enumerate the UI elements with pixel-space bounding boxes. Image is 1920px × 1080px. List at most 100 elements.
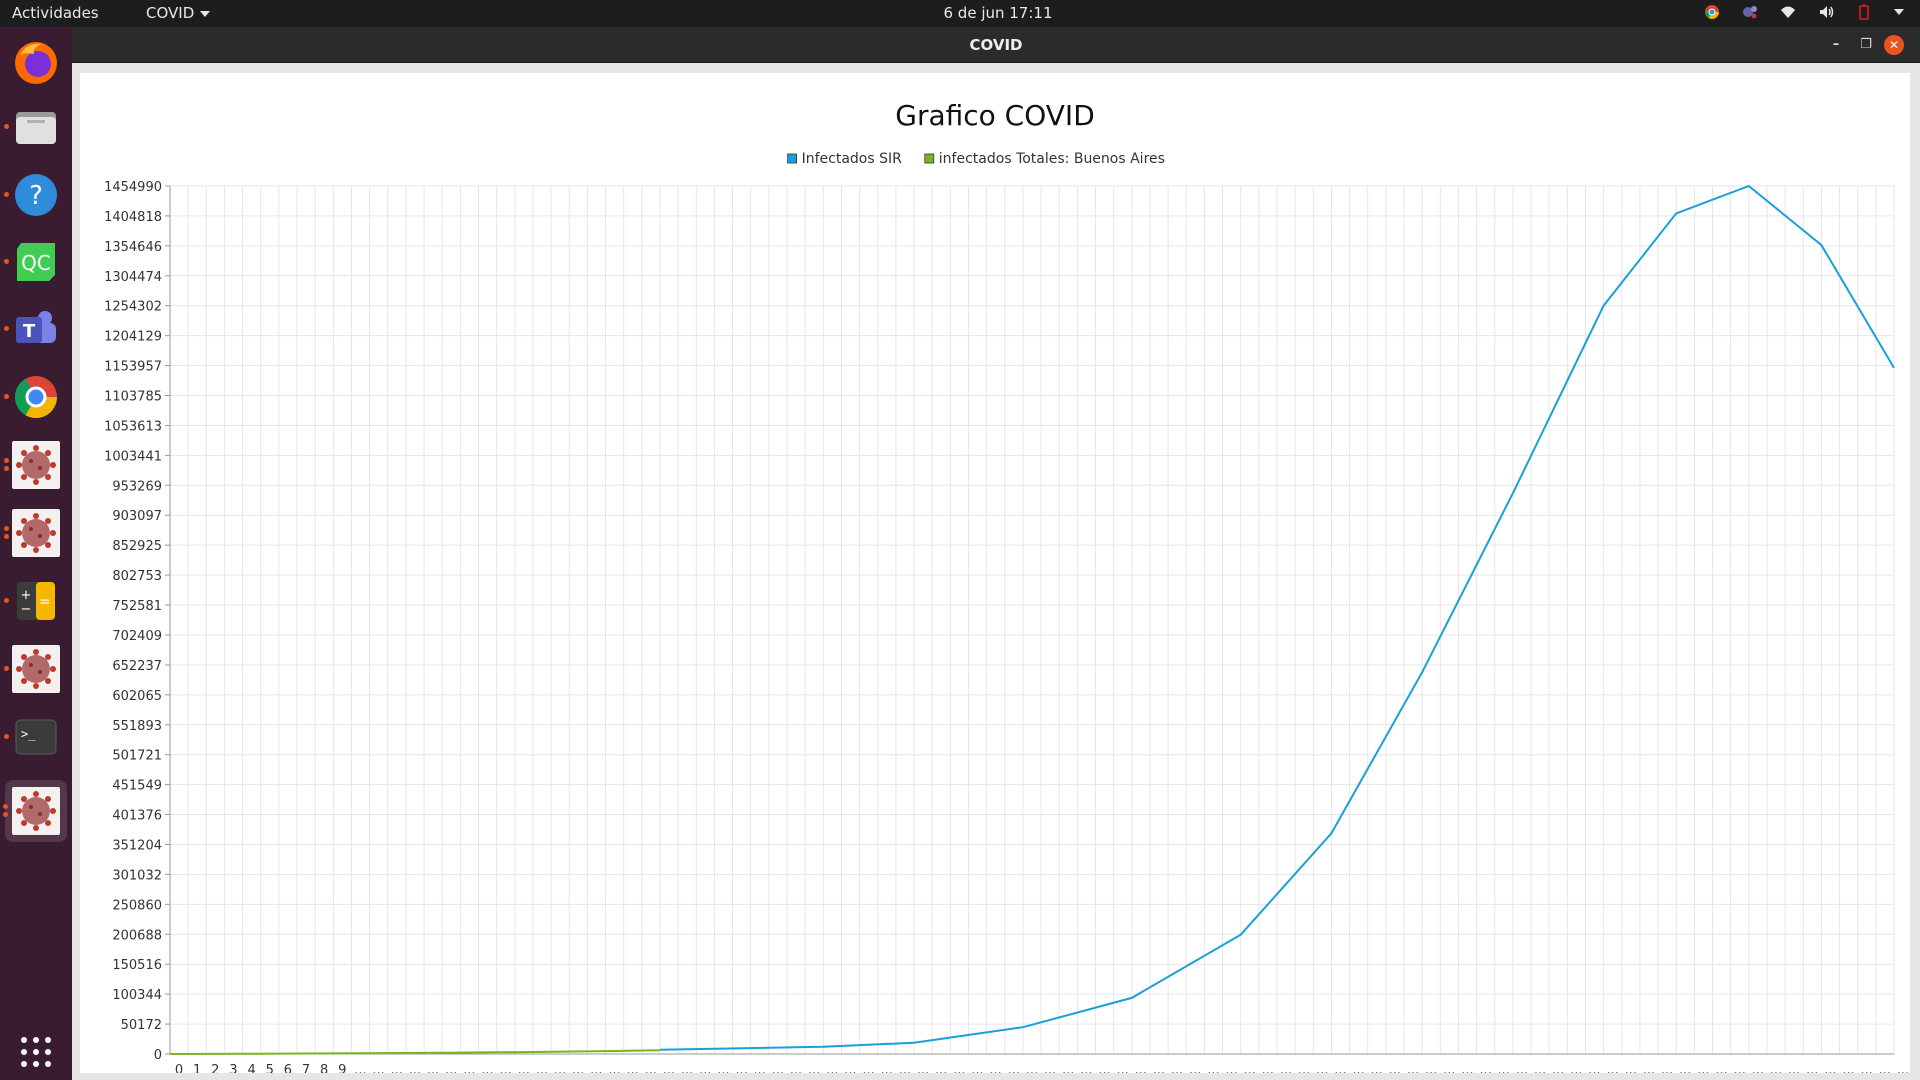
x-tick-label: ... — [1334, 1063, 1346, 1073]
x-tick-label: ... — [1135, 1063, 1147, 1073]
x-tick-label: ... — [1189, 1063, 1201, 1073]
dock-item-firefox[interactable] — [11, 37, 61, 87]
x-tick-label: 3 — [229, 1063, 237, 1073]
x-tick-label: ... — [663, 1063, 675, 1073]
chart-series — [169, 184, 1895, 1055]
app-grid-icon — [21, 1037, 51, 1067]
legend-label: Infectados SIR — [802, 151, 903, 167]
wifi-icon[interactable] — [1780, 4, 1796, 20]
x-tick-label: ... — [1461, 1063, 1473, 1073]
files-icon — [16, 112, 56, 144]
x-tick-label: ... — [1552, 1063, 1564, 1073]
window-titlebar[interactable]: COVID – ❐ ✕ — [72, 27, 1920, 63]
x-tick-label: ... — [1080, 1063, 1092, 1073]
close-button[interactable]: ✕ — [1884, 35, 1904, 55]
y-tick-label: 250860 — [112, 898, 162, 913]
svg-text:+: + — [21, 588, 32, 603]
x-tick-label: ... — [1861, 1063, 1873, 1073]
system-menu-chevron-icon[interactable] — [1894, 9, 1904, 15]
dock-item-terminal[interactable]: >_ — [4, 712, 61, 762]
x-tick-label: ... — [1824, 1063, 1836, 1073]
y-tick-label: 1354646 — [104, 240, 162, 255]
activities-button[interactable]: Actividades — [12, 4, 99, 22]
y-tick-label: 1003441 — [104, 449, 162, 464]
minimize-button[interactable]: – — [1832, 37, 1840, 52]
x-tick-label: ... — [1770, 1063, 1782, 1073]
x-tick-label: 2 — [211, 1063, 219, 1073]
legend-swatch — [787, 153, 797, 164]
dock-item-covid-active[interactable] — [3, 780, 67, 842]
x-tick-label: ... — [681, 1063, 693, 1073]
covid-app-icon — [16, 513, 56, 553]
dock-item-qtcreator[interactable]: QC — [4, 237, 61, 287]
line-chart: 0501721003441505162006882508603010323512… — [104, 99, 1909, 1073]
dock-item-calculator[interactable]: + − = — [4, 576, 61, 626]
x-tick-label: ... — [772, 1063, 784, 1073]
x-tick-label: ... — [1570, 1063, 1582, 1073]
x-tick-label: ... — [1842, 1063, 1854, 1073]
covid-app-icon — [16, 445, 56, 485]
y-tick-label: 1404818 — [104, 210, 162, 225]
x-tick-label: ... — [917, 1063, 929, 1073]
y-tick-label: 150516 — [112, 958, 162, 973]
y-tick-label: 50172 — [121, 1018, 162, 1033]
show-applications-button[interactable] — [11, 1027, 61, 1077]
y-tick-label: 301032 — [112, 868, 162, 883]
x-tick-label: ... — [1498, 1063, 1510, 1073]
x-tick-label: ... — [1389, 1063, 1401, 1073]
dock-item-files[interactable] — [4, 102, 61, 152]
battery-icon[interactable] — [1856, 4, 1872, 20]
x-tick-label: 4 — [247, 1063, 255, 1073]
y-tick-label: 200688 — [112, 928, 162, 943]
legend-label: infectados Totales: Buenos Aires — [939, 151, 1165, 167]
x-tick-label: ... — [572, 1063, 584, 1073]
chart-title: Grafico COVID — [895, 99, 1095, 132]
dock-item-help[interactable]: ? — [4, 170, 61, 220]
firefox-icon — [15, 42, 57, 84]
help-icon: ? — [15, 174, 57, 216]
y-tick-label: 852925 — [112, 539, 162, 554]
chrome-tray-icon[interactable] — [1704, 4, 1720, 20]
dock-item-covid-1[interactable] — [4, 440, 61, 490]
x-tick-label: ... — [427, 1063, 439, 1073]
chevron-down-icon — [200, 10, 211, 17]
volume-icon[interactable] — [1818, 4, 1834, 20]
app-menu[interactable]: COVID — [146, 4, 211, 22]
y-tick-label: 752581 — [112, 599, 162, 614]
x-tick-label: ... — [626, 1063, 638, 1073]
y-tick-label: 1103785 — [104, 390, 162, 405]
x-tick-label: ... — [1225, 1063, 1237, 1073]
x-tick-label: ... — [971, 1063, 983, 1073]
x-tick-label: ... — [499, 1063, 511, 1073]
dock-item-covid-2[interactable] — [4, 508, 61, 558]
x-tick-label: ... — [1280, 1063, 1292, 1073]
x-tick-label: 9 — [338, 1063, 346, 1073]
covid-app-icon — [16, 649, 56, 689]
svg-text:?: ? — [29, 181, 43, 211]
dock-item-teams[interactable]: T — [4, 304, 61, 354]
x-tick-label: ... — [1098, 1063, 1110, 1073]
clock[interactable]: 6 de jun 17:11 — [943, 4, 1053, 22]
x-tick-label: ... — [844, 1063, 856, 1073]
svg-text:=: = — [39, 594, 51, 610]
svg-text:QC: QC — [21, 251, 51, 275]
y-tick-label: 1153957 — [104, 360, 162, 375]
x-tick-label: ... — [735, 1063, 747, 1073]
x-tick-label: ... — [717, 1063, 729, 1073]
dock-item-chrome[interactable] — [4, 372, 61, 422]
chart-panel: 0 50172 100344 150516 200688 250860 301032 3512… — [80, 73, 1910, 1073]
dock-item-covid-3[interactable] — [4, 644, 61, 694]
dock: ? QC T + − = >_ — [0, 27, 72, 1080]
x-tick-label: ... — [645, 1063, 657, 1073]
x-tick-label: ... — [1044, 1063, 1056, 1073]
x-tick-label: ... — [699, 1063, 711, 1073]
maximize-button[interactable]: ❐ — [1860, 37, 1872, 52]
y-tick-label: 1254302 — [104, 300, 162, 315]
x-tick-label: ... — [518, 1063, 530, 1073]
y-tick-label: 1304474 — [104, 270, 162, 285]
teams-tray-icon[interactable] — [1742, 4, 1758, 20]
x-tick-label: ... — [790, 1063, 802, 1073]
x-tick-label: ... — [1352, 1063, 1364, 1073]
x-tick-label: ... — [1062, 1063, 1074, 1073]
x-tick-label: ... — [1153, 1063, 1165, 1073]
